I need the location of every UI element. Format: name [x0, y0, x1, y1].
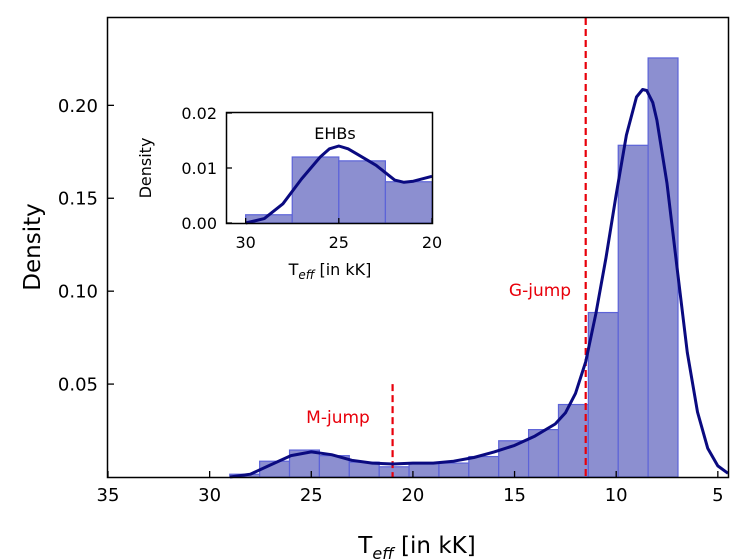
- annotation-m-jump: M-jump: [306, 408, 370, 428]
- main-x-tick-label: 25: [300, 485, 323, 506]
- inset-plot: 30 25 20 0.00 0.01 0.02 EHBs Density Teff [in…: [136, 104, 442, 282]
- inset-x-tick-label: 25: [329, 233, 349, 252]
- inset-axes-frame: [225, 111, 434, 225]
- inset-y-tick-label: 0.00: [181, 214, 217, 233]
- inset-y-tick-label: 0.02: [181, 104, 217, 123]
- main-x-tick-label: 15: [503, 485, 526, 506]
- main-x-tick-label: 20: [401, 485, 424, 506]
- inset-y-tick-label: 0.01: [181, 159, 217, 178]
- main-x-label-unit: [in kK]: [394, 533, 476, 559]
- inset-ticks: 30 25 20 0.00 0.01 0.02: [181, 104, 442, 252]
- inset-histogram-bar: [384, 181, 433, 224]
- inset-x-label-unit: [in kK]: [314, 260, 371, 279]
- main-histogram-bar: [617, 144, 649, 478]
- main-x-tick-label: 10: [605, 485, 628, 506]
- inset-x-tick-label: 30: [235, 233, 255, 252]
- main-y-tick-label: 0.20: [58, 96, 98, 117]
- main-x-label-t: T: [357, 533, 373, 559]
- main-kde-curve: [229, 88, 729, 479]
- main-x-tick-label: 30: [198, 485, 221, 506]
- inset-histogram-bar: [291, 156, 340, 224]
- main-y-tick-label: 0.15: [58, 189, 98, 210]
- main-y-tick-label: 0.05: [58, 375, 98, 396]
- inset-kde-curve: [245, 144, 433, 225]
- main-plot: 35 30 25 20 15 10 5 0.05 0.10 0.15 0.20 M-jump G-j…: [20, 16, 730, 560]
- main-axes-frame: [106, 16, 730, 479]
- main-histogram-bar: [647, 57, 679, 478]
- main-histogram-bar: [587, 311, 619, 478]
- main-x-label-subscript: eff: [372, 544, 396, 560]
- inset-x-axis-label: Teff [in kK]: [288, 260, 372, 282]
- main-histogram-bar: [438, 462, 470, 478]
- inset-x-tick-label: 20: [422, 233, 442, 252]
- inset-x-label-subscript: eff: [298, 268, 315, 282]
- annotation-g-jump: G-jump: [509, 281, 571, 301]
- main-y-axis-label: Density: [20, 203, 46, 290]
- main-y-tick-label: 0.10: [58, 282, 98, 303]
- main-annotation-lines: [391, 18, 587, 477]
- inset-title: EHBs: [314, 124, 355, 143]
- main-histogram-bar: [378, 466, 410, 478]
- main-histogram-bar: [468, 455, 500, 478]
- inset-y-axis-label: Density: [136, 138, 155, 199]
- inset-x-label-t: T: [288, 260, 299, 279]
- main-x-axis-label: Teff [in kK]: [357, 533, 475, 560]
- main-ticks: 35 30 25 20 15 10 5 0.05 0.10 0.15 0.20: [58, 96, 724, 506]
- inset-histogram-bar: [338, 160, 387, 224]
- main-x-tick-label: 5: [712, 485, 723, 506]
- main-x-tick-label: 35: [97, 485, 120, 506]
